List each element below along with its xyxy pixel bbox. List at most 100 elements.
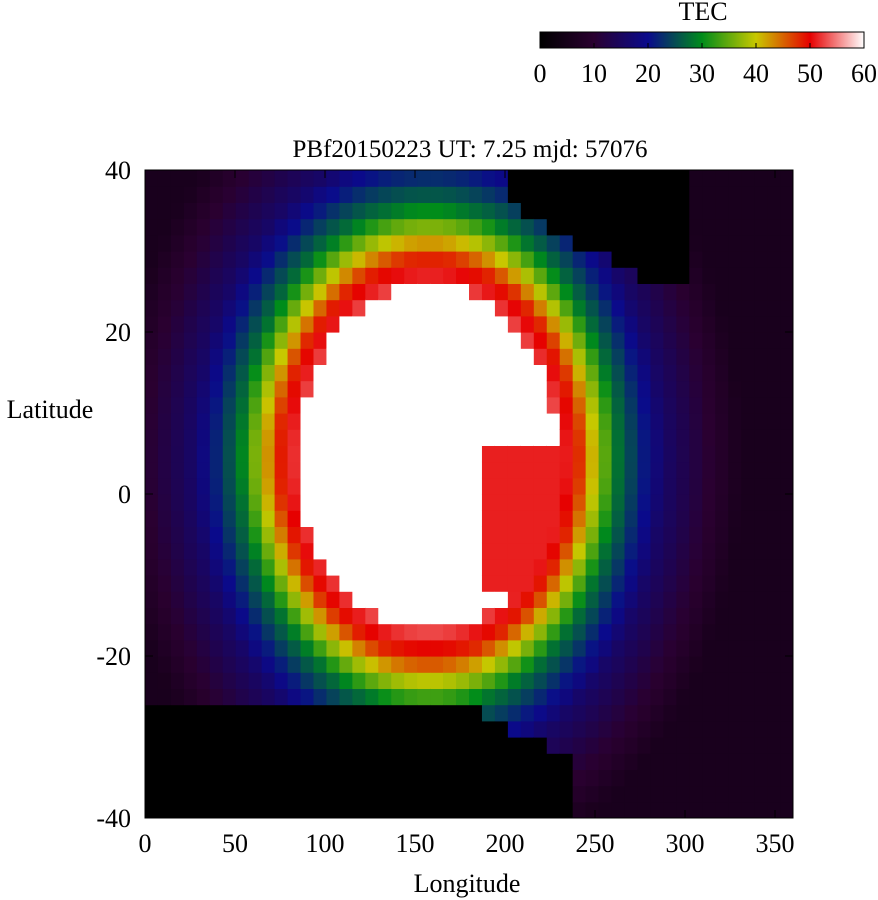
heatmap-cell: [494, 542, 509, 560]
heatmap-cell: [417, 607, 431, 625]
heatmap-cell: [261, 737, 276, 754]
heatmap-cell: [222, 348, 237, 365]
heatmap-cell: [443, 332, 457, 349]
heatmap-cell: [274, 591, 289, 608]
heatmap-cell: [469, 688, 483, 706]
heatmap-cell: [767, 461, 781, 479]
heatmap-cell: [313, 299, 328, 317]
heatmap-cell: [494, 558, 509, 576]
heatmap-cell: [598, 688, 613, 706]
heatmap-cell: [339, 672, 353, 689]
heatmap-cell: [598, 753, 613, 770]
heatmap-cell: [754, 170, 768, 187]
heatmap-cell: [391, 510, 405, 527]
heatmap-cell: [793, 591, 807, 608]
heatmap-cell: [235, 186, 250, 203]
heatmap-cell: [559, 672, 574, 689]
heatmap-cell: [261, 526, 276, 544]
heatmap-cell: [780, 202, 793, 220]
heatmap-cell: [443, 688, 457, 706]
heatmap-cell: [430, 720, 444, 738]
heatmap-cell: [624, 704, 639, 722]
heatmap-cell: [728, 737, 742, 754]
heatmap-cell: [624, 186, 639, 203]
heatmap-cell: [767, 283, 781, 301]
heatmap-cell: [456, 396, 470, 414]
heatmap-cell: [767, 607, 781, 625]
heatmap-cell: [145, 251, 159, 268]
heatmap-cell: [702, 202, 716, 220]
heatmap-cell: [624, 267, 639, 284]
heatmap-cell: [676, 785, 690, 803]
heatmap-cell: [650, 558, 664, 576]
heatmap-cell: [469, 672, 483, 689]
heatmap-cell: [793, 251, 807, 268]
heatmap-cell: [598, 737, 613, 754]
heatmap-cell: [456, 380, 470, 398]
heatmap-cell: [417, 251, 431, 268]
heatmap-cell: [209, 283, 224, 301]
heatmap-cell: [624, 639, 639, 657]
heatmap-cell: [546, 218, 561, 236]
heatmap-cell: [248, 785, 263, 803]
heatmap-cell: [300, 623, 315, 641]
heatmap-cell: [741, 234, 755, 252]
heatmap-cell: [352, 494, 366, 511]
heatmap-cell: [469, 720, 483, 738]
heatmap-cell: [702, 753, 716, 770]
heatmap-cell: [520, 429, 535, 446]
heatmap-cell: [443, 186, 457, 203]
heatmap-cell: [754, 413, 768, 430]
heatmap-cell: [274, 558, 289, 576]
heatmap-cell: [520, 299, 535, 317]
heatmap-cell: [650, 380, 664, 398]
heatmap-cell: [261, 510, 276, 527]
heatmap-cell: [741, 753, 755, 770]
heatmap-cell: [520, 315, 535, 333]
heatmap-cell: [339, 785, 353, 803]
heatmap-cell: [157, 332, 172, 349]
heatmap-cell: [780, 656, 793, 673]
heatmap-cell: [741, 704, 755, 722]
heatmap-cell: [598, 575, 613, 592]
heatmap-cell: [520, 672, 535, 689]
heatmap-cell: [430, 494, 444, 511]
heatmap-cell: [715, 299, 729, 317]
heatmap-cell: [469, 477, 483, 495]
heatmap-cell: [326, 202, 340, 220]
heatmap-cell: [702, 186, 716, 203]
heatmap-cell: [430, 315, 444, 333]
heatmap-cell: [326, 494, 340, 511]
heatmap-cell: [780, 785, 793, 803]
heatmap-cell: [676, 753, 690, 770]
x-tick-label: 250: [576, 829, 615, 858]
heatmap-cell: [145, 413, 159, 430]
heatmap-cell: [170, 251, 185, 268]
heatmap-cell: [391, 558, 405, 576]
heatmap-cell: [430, 299, 444, 317]
heatmap-cell: [494, 218, 509, 236]
heatmap-cell: [300, 299, 315, 317]
heatmap-cell: [481, 429, 496, 446]
heatmap-cell: [443, 477, 457, 495]
heatmap-cell: [546, 348, 561, 365]
heatmap-cell: [507, 364, 522, 382]
heatmap-cell: [533, 202, 548, 220]
heatmap-cell: [209, 186, 224, 203]
heatmap-cell: [365, 542, 379, 560]
heatmap-cell: [183, 218, 198, 236]
heatmap-cell: [313, 380, 328, 398]
heatmap-cell: [702, 639, 716, 657]
heatmap-cell: [196, 672, 211, 689]
heatmap-cell: [145, 656, 159, 673]
heatmap-cell: [300, 769, 315, 787]
heatmap-cell: [469, 413, 483, 430]
heatmap-cell: [663, 332, 677, 349]
heatmap-cell: [676, 413, 690, 430]
heatmap-cell: [469, 494, 483, 511]
heatmap-cell: [611, 202, 626, 220]
heatmap-cell: [572, 202, 587, 220]
heatmap-cell: [287, 445, 302, 463]
heatmap-cell: [494, 623, 509, 641]
heatmap-cell: [378, 720, 392, 738]
